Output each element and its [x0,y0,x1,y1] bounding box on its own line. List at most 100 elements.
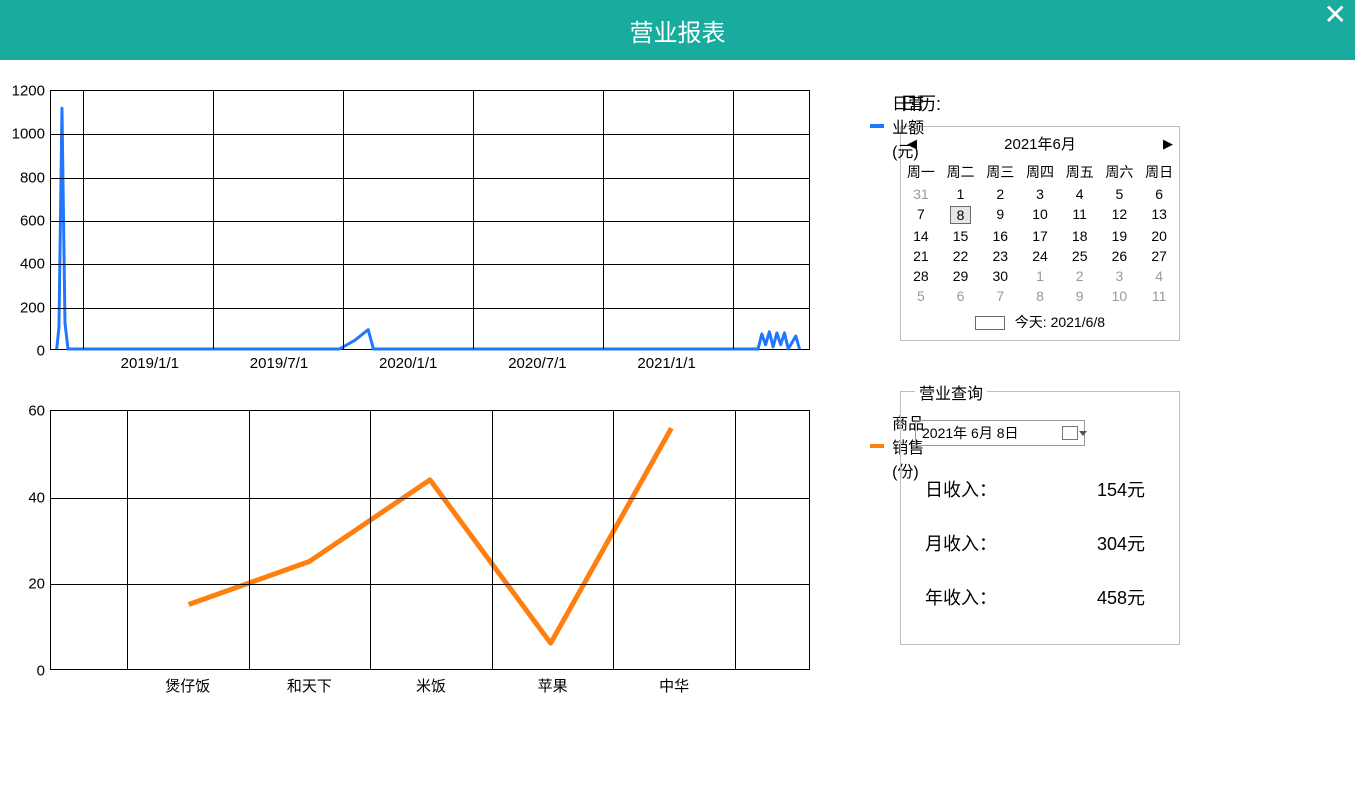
calendar-day[interactable]: 21 [901,246,941,266]
query-date-picker[interactable]: 2021年 6月 8日 [915,420,1085,446]
calendar-day[interactable]: 11 [1060,204,1100,226]
calendar-today-label: 今天: 2021/6/8 [1015,314,1105,330]
calendar-day[interactable]: 20 [1139,226,1179,246]
chart2-x-axis: 煲仔饭和天下米饭苹果中华 [51,669,809,699]
calendar-day[interactable]: 6 [1139,184,1179,204]
calendar-day[interactable]: 26 [1100,246,1140,266]
calendar-day[interactable]: 31 [901,184,941,204]
calendar-day[interactable]: 25 [1060,246,1100,266]
daily-revenue-chart: 日营业额(元) 020040060080010001200 2019/1/120… [50,90,850,350]
y-tick: 40 [28,489,45,506]
chart1-svg [51,91,809,349]
revenue-query-panel: 营业查询 2021年 6月 8日 日收入：154元月收入：304元年收入：458… [900,391,1180,645]
x-tick: 和天下 [287,675,332,696]
calendar-day[interactable]: 23 [980,246,1020,266]
calendar-day[interactable]: 1 [941,184,981,204]
calendar-day[interactable]: 9 [980,204,1020,226]
chart1-legend-label: 日营业额(元) [892,90,935,162]
x-tick: 米饭 [416,675,446,696]
calendar-day[interactable]: 5 [901,286,941,306]
chart2-plot-area: 0204060 煲仔饭和天下米饭苹果中华 [50,410,810,670]
grid-line [51,264,809,265]
calendar-day[interactable]: 11 [1139,286,1179,306]
x-tick: 中华 [659,675,689,696]
calendar-dow: 周四 [1020,160,1060,184]
stat-value: 458元 [1097,584,1145,610]
calendar-day[interactable]: 9 [1060,286,1100,306]
stat-label: 日收入： [925,476,997,502]
y-tick: 1200 [12,83,45,100]
calendar-dow-row: 周一周二周三周四周五周六周日 [901,160,1179,184]
calendar-next-icon[interactable]: ▶ [1163,136,1173,152]
grid-line [51,498,809,499]
calendar-day[interactable]: 14 [901,226,941,246]
calendar-day[interactable]: 12 [1100,204,1140,226]
calendar-today-box-icon [975,316,1005,330]
y-tick: 800 [20,169,45,186]
grid-line [613,411,614,669]
calendar-day[interactable]: 1 [1020,266,1060,286]
product-sales-chart: 商品销售(份) 0204060 煲仔饭和天下米饭苹果中华 [50,410,850,670]
calendar-day[interactable]: 15 [941,226,981,246]
calendar-day[interactable]: 18 [1060,226,1100,246]
calendar-day[interactable]: 19 [1100,226,1140,246]
calendar-day[interactable]: 22 [941,246,981,266]
stat-value: 304元 [1097,530,1145,556]
calendar-dow: 周五 [1060,160,1100,184]
calendar-day[interactable]: 29 [941,266,981,286]
calendar-label: 日历: [900,90,1180,116]
calendar-widget: ◀ 2021年6月 ▶ 周一周二周三周四周五周六周日 3112345678910… [900,126,1180,341]
calendar-month-title[interactable]: 2021年6月 [1004,133,1076,154]
calendar-day[interactable]: 5 [1100,184,1140,204]
calendar-dow: 周六 [1100,160,1140,184]
calendar-day[interactable]: 30 [980,266,1020,286]
x-tick: 2020/1/1 [379,355,437,372]
chart-line [57,108,800,349]
calendar-day[interactable]: 3 [1100,266,1140,286]
close-icon[interactable]: ✕ [1324,0,1347,31]
chart1-y-axis: 020040060080010001200 [1,91,51,349]
chart-line [189,428,672,643]
grid-line [343,91,344,349]
chart2-y-axis: 0204060 [1,411,51,669]
calendar-day[interactable]: 27 [1139,246,1179,266]
calendar-day[interactable]: 10 [1100,286,1140,306]
y-tick: 200 [20,299,45,316]
calendar-day[interactable]: 8 [1020,286,1060,306]
calendar-header: ◀ 2021年6月 ▶ [901,131,1179,160]
calendar-day[interactable]: 6 [941,286,981,306]
grid-line [733,91,734,349]
grid-line [127,411,128,669]
stat-label: 年收入： [925,584,997,610]
grid-line [492,411,493,669]
calendar-day[interactable]: 8 [941,204,981,226]
charts-column: 日营业额(元) 020040060080010001200 2019/1/120… [50,90,850,700]
y-tick: 400 [20,256,45,273]
calendar-today-row[interactable]: 今天: 2021/6/8 [901,312,1179,332]
y-tick: 0 [37,343,45,360]
calendar-day[interactable]: 2 [1060,266,1100,286]
chart1-legend-swatch [870,124,884,128]
content: 日营业额(元) 020040060080010001200 2019/1/120… [0,60,1355,700]
calendar-day[interactable]: 17 [1020,226,1060,246]
calendar-day[interactable]: 3 [1020,184,1060,204]
calendar-day[interactable]: 4 [1060,184,1100,204]
calendar-day[interactable]: 13 [1139,204,1179,226]
grid-line [603,91,604,349]
stat-value: 154元 [1097,476,1145,502]
grid-line [735,411,736,669]
y-tick: 1000 [12,126,45,143]
y-tick: 600 [20,213,45,230]
calendar-dow: 周日 [1139,160,1179,184]
calendar-day[interactable]: 4 [1139,266,1179,286]
calendar-day[interactable]: 10 [1020,204,1060,226]
grid-line [51,178,809,179]
calendar-day[interactable]: 2 [980,184,1020,204]
grid-line [51,134,809,135]
calendar-day[interactable]: 7 [901,204,941,226]
right-column: 日历: ◀ 2021年6月 ▶ 周一周二周三周四周五周六周日 311234567… [900,90,1180,700]
calendar-day[interactable]: 7 [980,286,1020,306]
calendar-day[interactable]: 28 [901,266,941,286]
calendar-day[interactable]: 24 [1020,246,1060,266]
calendar-day[interactable]: 16 [980,226,1020,246]
